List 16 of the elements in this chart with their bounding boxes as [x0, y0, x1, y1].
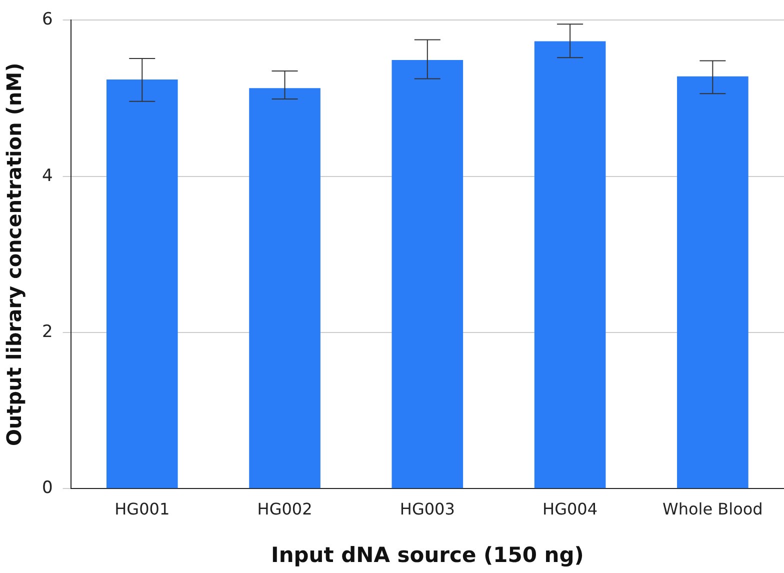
x-tick-label: HG002	[257, 499, 312, 518]
bar	[249, 88, 320, 488]
y-tick-label: 2	[42, 322, 53, 342]
y-tick-label: 4	[42, 166, 53, 186]
x-tick-label: HG001	[114, 499, 170, 518]
x-tick-label: HG004	[542, 499, 598, 518]
bar	[677, 76, 748, 488]
bar	[392, 60, 464, 488]
x-tick-label: Whole Blood	[662, 499, 763, 518]
y-tick-label: 0	[42, 478, 53, 498]
bar	[534, 41, 606, 488]
y-axis-title: Output library concentration (nM)	[2, 62, 26, 446]
bar	[106, 80, 178, 488]
x-tick-label: HG003	[400, 499, 455, 518]
x-axis-title: Input dNA source (150 ng)	[270, 542, 584, 567]
y-tick-label: 6	[42, 10, 53, 30]
